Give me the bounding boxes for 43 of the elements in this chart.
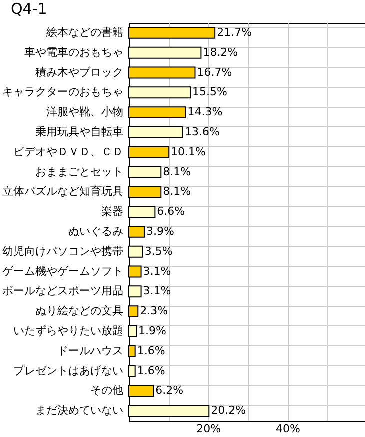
y-tick-label: ぬり絵などの文具: [36, 304, 124, 318]
y-tick-label: その他: [90, 384, 124, 398]
y-tick-label: 車や電車のおもちゃ: [24, 46, 124, 59]
y-tick-label: 絵本などの書籍: [46, 26, 124, 39]
data-label: 3.1%: [143, 284, 172, 298]
data-label: 1.6%: [137, 344, 166, 358]
y-tick-label: ビデオやＤＶＤ、ＣＤ: [14, 145, 124, 158]
data-label: 6.6%: [157, 205, 186, 218]
y-tick-label: ゲーム機やゲームソフト: [2, 264, 124, 278]
y-tick-label: プレゼントはあげない: [14, 364, 124, 378]
data-label: 3.5%: [144, 244, 173, 258]
y-tick-label: 積み木やブロック: [36, 66, 124, 79]
data-label: 18.2%: [203, 46, 238, 59]
data-label: 3.9%: [146, 224, 174, 238]
x-tick-label: 40%: [276, 422, 300, 436]
data-label: 10.1%: [171, 145, 206, 158]
data-label: 13.6%: [184, 125, 220, 138]
y-tick-label: ぬいぐるみ: [68, 224, 124, 238]
y-tick-label: キャラクターのおもちゃ: [2, 86, 124, 99]
data-label: 8.1%: [163, 185, 192, 198]
chart-title: Q4-1: [11, 0, 48, 18]
y-tick-label: まだ決めていない: [36, 404, 124, 418]
data-label: 14.3%: [188, 106, 223, 119]
data-label: 16.7%: [197, 66, 232, 79]
y-tick-label: 楽器: [102, 205, 124, 218]
data-label: 20.2%: [211, 404, 246, 418]
data-label: 1.9%: [138, 324, 166, 338]
y-tick-label: ボールなどスポーツ用品: [2, 284, 124, 298]
data-label: 1.6%: [137, 364, 166, 378]
data-label: 8.1%: [163, 165, 192, 178]
y-tick-label: いたずらやりたい放題: [14, 324, 124, 338]
data-label: 15.5%: [192, 86, 228, 99]
data-label: 2.3%: [140, 304, 168, 318]
y-tick-label: 幼児向けパソコンや携帯: [2, 244, 124, 258]
y-tick-label: 乗用玩具や自転車: [36, 125, 124, 138]
y-tick-label: おままごとセット: [36, 165, 124, 178]
x-tick-label: 20%: [196, 422, 222, 436]
y-tick-label: ドールハウス: [58, 344, 124, 358]
data-label: 6.2%: [156, 384, 184, 398]
data-label: 21.7%: [217, 26, 252, 39]
y-tick-label: 立体パズルなど知育玩具: [2, 185, 124, 198]
data-label: 3.1%: [143, 264, 172, 278]
y-tick-label: 洋服や靴、小物: [46, 106, 124, 119]
